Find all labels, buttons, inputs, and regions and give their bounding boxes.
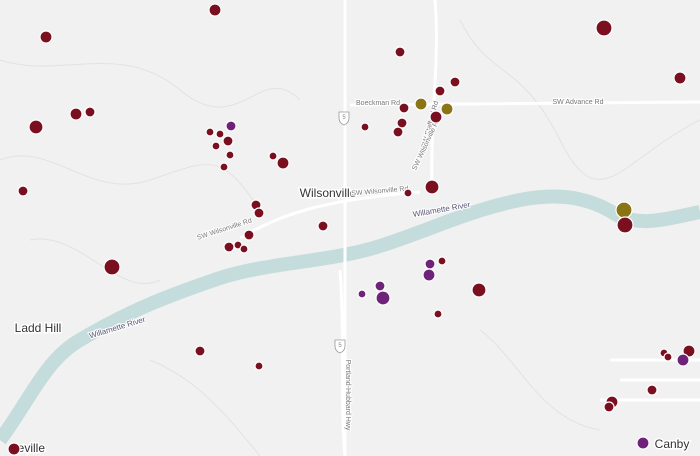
map-marker[interactable] (440, 102, 454, 116)
map-marker[interactable] (219, 162, 229, 172)
terrain (0, 19, 700, 456)
map-marker[interactable] (194, 345, 206, 357)
map-marker[interactable] (422, 268, 436, 282)
map-marker[interactable] (225, 150, 235, 160)
map-marker[interactable] (211, 141, 221, 151)
interstate-shield (338, 111, 350, 126)
map-marker[interactable] (392, 126, 404, 138)
map-marker[interactable] (28, 119, 44, 135)
map-marker[interactable] (205, 127, 215, 137)
map-marker[interactable] (414, 97, 428, 111)
map-marker[interactable] (103, 258, 121, 276)
map-marker[interactable] (403, 188, 413, 198)
map-marker[interactable] (424, 258, 436, 270)
map-marker[interactable] (471, 282, 487, 298)
road-label: SW Advance Rd (553, 99, 604, 106)
map-marker[interactable] (646, 384, 658, 396)
map-marker[interactable] (616, 216, 634, 234)
map-marker[interactable] (595, 19, 613, 37)
road-label: Portland-Hubbard Hwy (344, 360, 351, 431)
map-marker[interactable] (17, 185, 29, 197)
shield-label: 5 (338, 343, 342, 349)
place-label: Wilsonville (300, 186, 357, 200)
map-marker[interactable] (374, 280, 386, 292)
map-marker[interactable] (253, 207, 265, 219)
map-marker[interactable] (394, 46, 406, 58)
map-marker[interactable] (360, 122, 370, 132)
map-marker[interactable] (357, 289, 367, 299)
map-marker[interactable] (223, 241, 235, 253)
map-marker[interactable] (682, 344, 696, 358)
map-marker[interactable] (7, 442, 21, 456)
map-marker[interactable] (396, 117, 408, 129)
map-marker[interactable] (254, 361, 264, 371)
map-marker[interactable] (424, 179, 440, 195)
map-marker[interactable] (243, 229, 255, 241)
map-marker[interactable] (449, 76, 461, 88)
map-marker[interactable] (603, 401, 615, 413)
shield-label: 5 (342, 115, 346, 121)
map-marker[interactable] (39, 30, 53, 44)
map-marker[interactable] (208, 3, 222, 17)
interstate-shield (334, 339, 346, 354)
map-marker[interactable] (433, 309, 443, 319)
map-marker[interactable] (429, 110, 443, 124)
map-marker[interactable] (375, 290, 391, 306)
map-marker[interactable] (215, 129, 225, 139)
map-marker[interactable] (239, 244, 249, 254)
map-marker[interactable] (276, 156, 290, 170)
place-label: Ladd Hill (15, 321, 62, 335)
map-marker[interactable] (69, 107, 83, 121)
map-marker[interactable] (268, 151, 278, 161)
map-marker[interactable] (676, 353, 690, 367)
map-marker[interactable] (222, 135, 234, 147)
map-marker[interactable] (673, 71, 687, 85)
map-marker[interactable] (663, 352, 673, 362)
map-marker[interactable] (317, 220, 329, 232)
map-marker[interactable] (84, 106, 96, 118)
map-marker[interactable] (398, 102, 410, 114)
map-marker[interactable] (437, 256, 447, 266)
map-marker[interactable] (636, 436, 650, 450)
river (0, 189, 700, 445)
map-marker[interactable] (615, 201, 633, 219)
map-marker[interactable] (225, 120, 237, 132)
map-marker[interactable] (434, 85, 446, 97)
road-label: Boeckman Rd (356, 100, 400, 107)
place-label: Canby (655, 437, 690, 451)
